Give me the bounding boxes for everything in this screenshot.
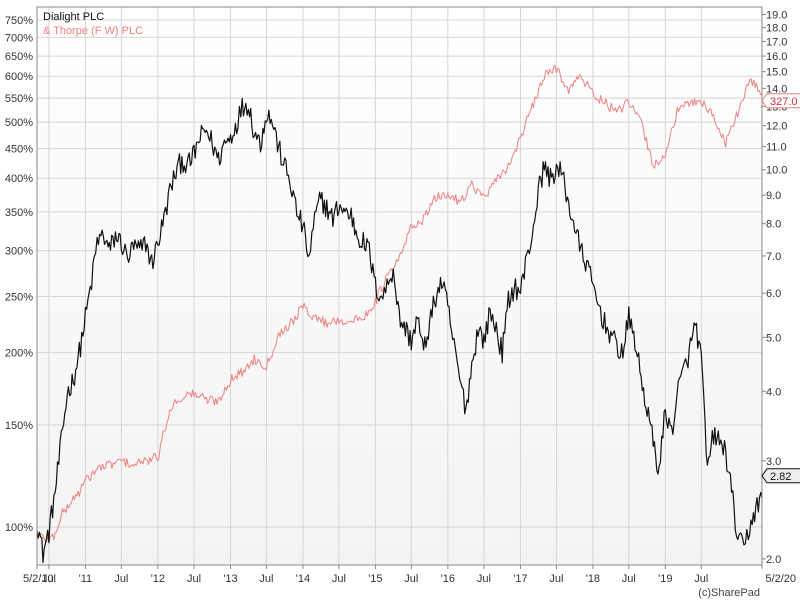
right-tick-label: 6.0 — [766, 288, 781, 300]
x-tick-label: '13 — [223, 573, 237, 585]
right-tick-label: 10.0 — [766, 165, 787, 177]
x-tick-label: '14 — [296, 573, 310, 585]
thorpe-series-line — [36, 64, 763, 544]
last-value-badges: 2.82 327.0 — [761, 93, 800, 484]
left-tick-label: 200% — [5, 348, 33, 360]
x-tick-label: '15 — [368, 573, 382, 585]
badge-label: 2.82 — [770, 471, 791, 483]
legend: Dialight PLC & Thorpe (F W) PLC — [43, 11, 143, 37]
left-tick-label: 500% — [5, 117, 33, 129]
right-tick-label: 2.0 — [766, 554, 781, 566]
x-tick-label: Jul — [259, 573, 273, 585]
series-lines — [36, 64, 763, 564]
right-tick-label: 7.0 — [766, 251, 781, 263]
right-tick-label: 14.0 — [766, 83, 787, 95]
x-tick-label: '11 — [79, 573, 93, 585]
badge-shape — [761, 468, 800, 484]
plot-area — [37, 7, 762, 565]
x-tick-label: Jul — [332, 573, 346, 585]
dialight-series-line — [36, 97, 763, 564]
x-tick-label: Jul — [477, 573, 491, 585]
right-tick-label: 5.0 — [766, 332, 781, 344]
right-tick-label: 9.0 — [766, 190, 781, 202]
plot-frame — [36, 6, 763, 566]
left-tick-label: 250% — [5, 291, 33, 303]
left-tick-label: 300% — [5, 246, 33, 258]
right-axis: 2.03.04.05.06.07.08.09.010.011.012.013.0… — [762, 10, 787, 566]
x-tick-label: Jul — [404, 573, 418, 585]
right-tick-label: 4.0 — [766, 386, 781, 398]
left-tick-label: 450% — [5, 144, 33, 156]
left-tick-label: 600% — [5, 71, 33, 83]
x-tick-label: 5/2/20 — [765, 573, 796, 585]
right-tick-label: 3.0 — [766, 456, 781, 468]
right-tick-label: 12.0 — [766, 121, 787, 133]
last-value-badge: 327.0 — [761, 93, 800, 109]
x-tick-label: Jul — [549, 573, 563, 585]
left-tick-label: 750% — [5, 15, 33, 27]
right-tick-label: 16.0 — [766, 51, 787, 63]
left-tick-label: 700% — [5, 32, 33, 44]
grid-lines — [37, 7, 762, 565]
left-tick-label: 400% — [5, 173, 33, 185]
left-tick-label: 550% — [5, 93, 33, 105]
badge-label: 327.0 — [770, 96, 798, 108]
x-tick-label: '17 — [513, 573, 527, 585]
last-value-badge: 2.82 — [761, 468, 800, 484]
credit-text: (c)SharePad — [698, 587, 760, 599]
right-tick-label: 15.0 — [766, 67, 787, 79]
x-tick-label: Jul — [694, 573, 708, 585]
left-tick-label: 650% — [5, 51, 33, 63]
x-tick-label: Jul — [187, 573, 201, 585]
left-tick-label: 350% — [5, 207, 33, 219]
right-tick-label: 17.0 — [766, 36, 787, 48]
right-tick-label: 8.0 — [766, 219, 781, 231]
left-tick-label: 100% — [5, 522, 33, 534]
x-tick-label: Jul — [42, 573, 56, 585]
legend-entry: & Thorpe (F W) PLC — [43, 25, 143, 37]
right-tick-label: 19.0 — [766, 10, 787, 22]
legend-entry: Dialight PLC — [43, 11, 104, 23]
x-tick-label: Jul — [114, 573, 128, 585]
x-tick-label: Jul — [622, 573, 636, 585]
right-tick-label: 11.0 — [766, 142, 787, 154]
x-tick-label: '16 — [441, 573, 455, 585]
x-tick-label: '12 — [151, 573, 165, 585]
x-tick-label: 5/2/10 — [23, 573, 54, 585]
badge-shape — [761, 93, 800, 109]
left-tick-label: 150% — [5, 420, 33, 432]
left-axis: 100% 150% 200% 250% 300% 350% 400% 450% 500% 550%… — [5, 15, 33, 534]
x-tick-label: '19 — [658, 573, 672, 585]
x-tick-label: '18 — [586, 573, 600, 585]
right-tick-label: 18.0 — [766, 23, 787, 35]
